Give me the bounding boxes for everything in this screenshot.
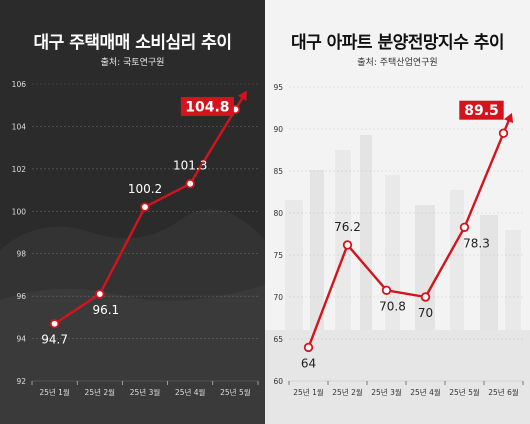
data-label: 78.3: [463, 236, 490, 250]
data-point: [342, 240, 353, 250]
chart-svg-left: 92 94 96 98 100 102 104 106 25년 1월 25년 2월 25년 3월 25…: [0, 80, 265, 424]
data-point: [185, 179, 195, 189]
background-cityscape: [0, 285, 265, 424]
y-tick-label: 100: [12, 207, 27, 216]
background-cityscape: [265, 0, 530, 424]
data-point: [498, 128, 509, 138]
y-tick-label: 65: [273, 335, 283, 344]
series-line: [307, 132, 505, 348]
chart-panel-presale-outlook: 60 65 70 75 80 85 90 95 25년 1월 25년 2월 25년 3월 25년 4월…: [265, 0, 530, 424]
y-tick-label: 70: [273, 293, 283, 302]
y-tick-label: 104: [12, 122, 27, 131]
x-tick-label: 25년 1월: [39, 387, 70, 397]
data-point: [303, 342, 314, 353]
chart-title-right: 대구 아파트 분양전망지수 추이: [290, 33, 505, 53]
y-tick-label: 92: [16, 377, 26, 386]
data-label: 70: [418, 306, 433, 320]
y-tick-label: 102: [12, 165, 27, 174]
y-tick-label: 106: [12, 80, 27, 89]
chart-source-right: 출처: 주택산업연구원: [357, 58, 438, 68]
x-tick-label: 25년 5월: [220, 387, 251, 397]
chart-panel-consumer-sentiment: 92 94 96 98 100 102 104 106 25년 1월 25년 2월 25년 3월 25…: [0, 0, 265, 424]
data-label: 70.8: [379, 299, 406, 313]
y-tick-label: 94: [16, 335, 26, 344]
highlight-label-box: [459, 100, 504, 120]
chart-svg-right: 60 65 70 75 80 85 90 95 25년 1월 25년 2월 25년 3월 25년 4월…: [265, 0, 530, 424]
data-point: [420, 292, 431, 302]
y-tick-label: 95: [273, 83, 283, 92]
x-tick-label: 25년 5월: [449, 387, 480, 397]
data-label: 101.3: [173, 159, 207, 173]
y-tick-label: 80: [273, 209, 283, 218]
data-point: [95, 289, 105, 299]
x-tick-label: 25년 4월: [410, 387, 441, 397]
background-ground: [265, 330, 530, 424]
y-tick-label: 75: [273, 251, 283, 260]
data-label: 96.1: [92, 303, 119, 317]
data-point: [381, 285, 392, 295]
trend-arrow-head: [503, 112, 514, 124]
data-label: 64: [301, 356, 316, 370]
x-tick-label: 25년 6월: [488, 387, 519, 397]
trend-arrow-head: [237, 90, 247, 101]
data-label: 76.2: [334, 220, 361, 234]
data-point: [49, 319, 60, 329]
x-tick-label: 25년 2월: [85, 387, 116, 397]
x-tick-label: 25년 4월: [175, 387, 206, 397]
y-tick-label: 96: [16, 292, 26, 301]
chart-source-left: 출처: 국토연구원: [100, 58, 165, 68]
y-tick-label: 90: [273, 125, 283, 134]
y-tick-label: 60: [273, 377, 283, 386]
data-label: 100.2: [128, 182, 162, 196]
background-hills-near: [0, 285, 265, 424]
x-tick-label: 25년 3월: [130, 387, 161, 397]
data-label: 89.5: [464, 103, 499, 119]
y-tick-label: 98: [16, 250, 26, 259]
data-label: 104.8: [185, 99, 229, 115]
data-point: [459, 222, 470, 232]
x-tick-label: 25년 2월: [332, 387, 363, 397]
x-tick-label: 25년 3월: [371, 387, 402, 397]
chart-title-left: 대구 주택매매 소비심리 추이: [33, 33, 232, 53]
data-point: [140, 202, 150, 212]
data-label: 94.7: [41, 333, 68, 347]
highlight-label-box: [180, 96, 234, 116]
x-tick-label: 25년 1월: [293, 387, 324, 397]
y-tick-label: 85: [273, 167, 283, 176]
